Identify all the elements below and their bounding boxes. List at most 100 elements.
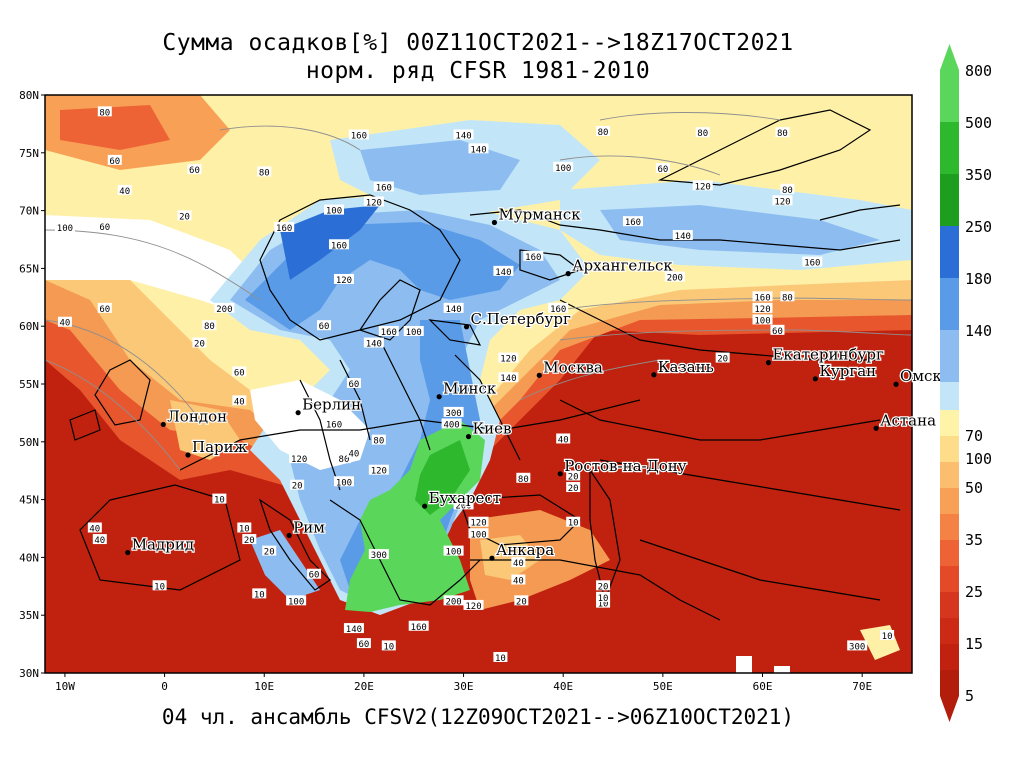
contour-value-label: 40 xyxy=(60,319,71,329)
city-name: Екатеринбург xyxy=(772,346,883,364)
lon-label: 50E xyxy=(653,680,673,693)
contour-label-bg xyxy=(880,630,895,641)
contour-label-bg xyxy=(468,143,489,154)
city-marker xyxy=(812,376,818,382)
contour-label-bg xyxy=(286,595,307,606)
contour-value-label: 160 xyxy=(525,253,541,263)
city-name: Париж xyxy=(192,438,248,456)
legend-label: 25 xyxy=(965,583,983,601)
contour-label-bg xyxy=(324,204,344,215)
contour-value-label: 140 xyxy=(445,305,461,315)
contour-label-bg xyxy=(274,221,295,232)
contour-value-label: 140 xyxy=(346,625,362,635)
contour-line xyxy=(519,359,661,401)
contour-value-label: 120 xyxy=(371,467,387,477)
contour-value-label: 40 xyxy=(349,449,360,459)
contour-value-label: 120 xyxy=(366,199,382,209)
city-labels: Мурманск Архангельск С.Петербург Москва Каза… xyxy=(125,204,944,561)
contour-label-bg xyxy=(348,129,369,140)
city-name: Берлин xyxy=(302,396,361,414)
lon-label: 60E xyxy=(753,680,773,693)
contour-value-label: 120 xyxy=(695,182,711,192)
lon-label: 20E xyxy=(354,680,374,693)
contour-label-bg xyxy=(232,395,247,406)
contour-value-label: 160 xyxy=(625,218,641,228)
contour-value-label: 160 xyxy=(326,420,342,430)
lon-label: 10W xyxy=(55,680,75,693)
coastline xyxy=(359,279,421,341)
legend-swatch xyxy=(940,514,959,540)
border xyxy=(299,379,341,491)
contour-label-bg xyxy=(192,337,207,348)
lat-label: 70N xyxy=(19,205,39,218)
legend-swatch xyxy=(940,618,959,644)
contour-label-bg xyxy=(289,453,310,464)
contour-value-label: 80 xyxy=(777,129,788,139)
contour-label-bg xyxy=(775,127,790,138)
contour-value-label: 160 xyxy=(376,183,392,193)
contour-value-label: 120 xyxy=(774,197,790,207)
contour-label-bg xyxy=(363,196,384,207)
fill-region xyxy=(250,380,370,470)
contour-value-label: 120 xyxy=(470,519,486,529)
contour-value-label: 80 xyxy=(373,437,384,447)
lon-label: 10E xyxy=(254,680,274,693)
color-legend: 800 500 350 250 180 140 100 70 50 35 25 15 5 xyxy=(940,44,992,722)
city-name: Курган xyxy=(819,362,876,380)
contour-label-bg xyxy=(516,472,531,483)
contour-label-bg xyxy=(152,580,167,591)
contour-label-bg xyxy=(333,273,354,284)
lon-label: 30E xyxy=(454,680,474,693)
legend-swatch xyxy=(940,592,959,618)
contour-label-bg xyxy=(187,164,202,175)
contour-value-label: 20 xyxy=(292,482,303,492)
contour-label-bg xyxy=(54,221,75,232)
contour-label-bg xyxy=(356,638,371,649)
contour-value-label: 120 xyxy=(336,276,352,286)
contour-label-bg xyxy=(498,352,519,363)
legend-swatch xyxy=(940,330,959,382)
contour-value-label: 100 xyxy=(57,224,73,234)
contour-label-bg xyxy=(257,166,272,177)
contour-value-label: 10 xyxy=(495,654,506,664)
contour-value-label: 10 xyxy=(214,496,225,506)
contour-label-bg xyxy=(772,195,793,206)
contour-label-bg xyxy=(346,378,361,388)
contour-value-label: 160 xyxy=(804,259,820,269)
contour-value-label: 20 xyxy=(194,340,205,350)
contour-label-bg xyxy=(87,522,102,533)
contour-label-bg xyxy=(596,125,611,136)
fill-region xyxy=(360,140,520,195)
legend-label: 5 xyxy=(965,687,974,705)
contour-value-label: 40 xyxy=(89,525,100,535)
contour-value-label: 200 xyxy=(667,274,683,284)
city-name: Астана xyxy=(880,411,936,429)
contour-value-label: 100 xyxy=(406,328,422,338)
contour-value-label: 160 xyxy=(754,293,770,303)
city-marker xyxy=(873,425,879,431)
contour-value-label: 60 xyxy=(772,327,783,337)
city-marker xyxy=(489,555,495,561)
city-marker xyxy=(491,219,498,226)
city-marker xyxy=(125,549,131,556)
ensemble-caption: 04 чл. ансамбль CFSV2(12Z09OCT2021-->06Z… xyxy=(161,705,795,729)
contour-label-bg xyxy=(523,250,544,261)
legend-swatch xyxy=(940,174,959,226)
legend-label: 800 xyxy=(965,62,992,80)
fill-region xyxy=(415,440,470,515)
coastline xyxy=(657,109,872,186)
lat-label: 60N xyxy=(19,320,39,333)
lat-label: 65N xyxy=(19,262,39,275)
contour-label-bg xyxy=(566,482,581,493)
contour-label-bg xyxy=(493,265,514,276)
contour-label-bg xyxy=(453,129,474,140)
lat-label: 50N xyxy=(19,436,39,449)
contour-line xyxy=(45,359,181,471)
contour-value-label: 160 xyxy=(331,241,347,251)
contour-label-bg xyxy=(177,210,192,221)
legend-label: 50 xyxy=(965,479,983,497)
contour-value-label: 200 xyxy=(455,501,471,511)
coastline xyxy=(470,559,721,621)
coastline xyxy=(94,359,151,426)
